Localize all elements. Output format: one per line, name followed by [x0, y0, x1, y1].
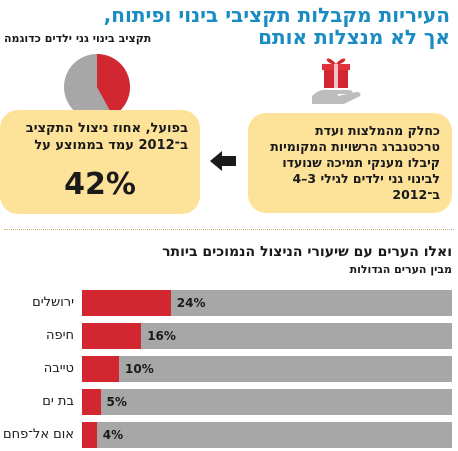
utilization-bar-chart: 24% ירושלים 16% חיפה 10% טייבה 5% בת ים 4% אום אל… [0, 290, 458, 450]
bar-row: 10% טייבה [0, 356, 458, 382]
chart-title: ואלו הערים עם שיעורי הניצול הנמוכים ביות… [162, 244, 452, 260]
page-title-line2: אך לא מנצלות אותם [258, 25, 450, 49]
bar-value-label: 16% [147, 329, 176, 343]
bar-track [82, 389, 452, 415]
pie-chart-icon [64, 54, 131, 120]
bar-row: 16% חיפה [0, 323, 458, 349]
average-utilization-value: 42% [64, 167, 136, 202]
city-label: אום אל־פחם [3, 427, 74, 442]
info-box-grants: כחלק מהמלצות ועדת טרכטנברג הרשויות המקומ… [248, 113, 452, 213]
bar-value-label: 10% [125, 362, 154, 376]
chart-subtitle: מבין הערים הגדולות [349, 263, 452, 276]
bar-row: 5% בת ים [0, 389, 458, 415]
bar-row: 24% ירושלים [0, 290, 458, 316]
bar-track [82, 356, 452, 382]
gift-bow [326, 58, 346, 64]
bar [82, 389, 101, 415]
city-label: טייבה [43, 361, 74, 376]
pie-slice [97, 54, 131, 116]
bar-row: 4% אום אל־פחם [0, 422, 458, 448]
city-label: בת ים [42, 394, 74, 409]
city-label: ירושלים [32, 295, 74, 310]
bar-value-label: 24% [176, 296, 206, 310]
title-row: אך לא מנצלות אותם תקציב בינוי גני ילדים … [4, 26, 450, 48]
gift-ribbon [334, 64, 338, 88]
gift-in-hand-icon [312, 58, 361, 104]
bar-track [82, 323, 452, 349]
city-label: חיפה [45, 328, 74, 343]
info-box-utilization-text: בפועל, אחוז ניצול התקציב ב־2012 עמד בממו… [25, 121, 188, 153]
info-box-utilization: בפועל, אחוז ניצול התקציב ב־2012 עמד בממו… [0, 110, 200, 214]
bar [82, 323, 142, 349]
bar-value-label: 4% [102, 428, 124, 442]
bar-track [82, 422, 452, 448]
bar [82, 356, 119, 382]
bar-value-label: 5% [106, 395, 127, 409]
page-subtitle: תקציב בינוי גני ילדים כדוגמה [4, 32, 152, 45]
bar [82, 290, 171, 316]
hand [312, 89, 361, 104]
arrow-left-icon [210, 151, 236, 171]
info-box-grants-text: כחלק מהמלצות ועדת טרכטנברג הרשויות המקומ… [270, 123, 440, 202]
page-title: העיריות מקבלות תקציבי בינוי ופיתוח, [103, 3, 450, 27]
bar [82, 422, 97, 448]
section-divider [4, 229, 454, 230]
